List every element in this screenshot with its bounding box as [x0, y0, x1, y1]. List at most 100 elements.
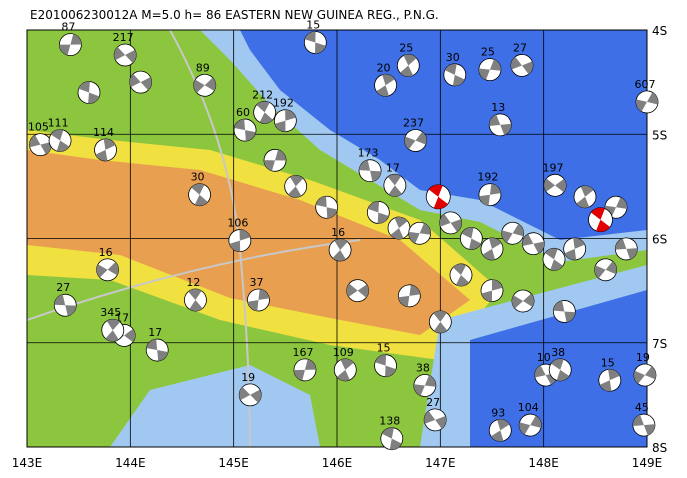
depth-label: 27: [426, 396, 440, 409]
ball-quadrant: [194, 194, 208, 206]
depth-label: 89: [196, 61, 210, 74]
ball-quadrant: [274, 120, 286, 132]
ball-quadrant: [478, 68, 490, 80]
ball-quadrant: [424, 411, 436, 424]
depth-label: 87: [61, 21, 75, 34]
ball-quadrant: [54, 294, 66, 306]
ball-quadrant: [234, 119, 246, 131]
ball-quadrant: [533, 241, 545, 254]
ball-quadrant: [359, 159, 371, 171]
focal-mechanism: [404, 129, 427, 152]
focal-mechanism: [449, 263, 473, 287]
ball-quadrant: [385, 365, 397, 377]
x-tick-label: 144E: [115, 456, 146, 470]
focal-mechanism: [366, 201, 390, 224]
focal-mechanism: [328, 238, 352, 262]
ball-quadrant: [573, 237, 585, 249]
focal-mechanism: [228, 229, 252, 252]
ball-quadrant: [193, 79, 205, 93]
ball-quadrant: [229, 240, 241, 252]
ball-quadrant: [29, 135, 41, 148]
ball-quadrant: [189, 300, 203, 311]
ball-quadrant: [521, 61, 533, 75]
focal-mechanism: [633, 363, 657, 387]
depth-label: 30: [191, 171, 205, 184]
ball-quadrant: [146, 339, 158, 351]
focal-mechanism: [96, 258, 119, 282]
focal-mechanism: [478, 58, 502, 82]
depth-label: 37: [249, 276, 263, 289]
focal-mechanism: [635, 90, 659, 114]
ball-quadrant: [204, 77, 216, 91]
focal-mechanism: [284, 174, 308, 198]
ball-quadrant: [70, 33, 82, 45]
y-tick-label: 8S: [652, 441, 667, 455]
ball-quadrant: [247, 300, 259, 311]
ball-quadrant: [523, 293, 534, 307]
ball-quadrant: [455, 274, 470, 286]
ball-quadrant: [469, 238, 482, 250]
ball-quadrant: [157, 350, 169, 361]
x-tick-label: 145E: [218, 456, 249, 470]
ball-quadrant: [367, 201, 380, 213]
depth-label: 607: [635, 78, 656, 91]
focal-mechanism: [518, 413, 542, 437]
ball-quadrant: [512, 223, 524, 237]
ball-quadrant: [105, 330, 119, 342]
depth-label: 15: [601, 356, 615, 369]
ball-quadrant: [594, 265, 606, 279]
depth-label: 16: [331, 226, 345, 239]
depth-label: 237: [403, 117, 424, 130]
focal-mechanism: [374, 354, 397, 378]
focal-mechanism: [488, 113, 512, 137]
ball-quadrant: [245, 130, 256, 142]
ball-quadrant: [450, 219, 462, 232]
focal-mechanism: [253, 100, 277, 124]
focal-mechanism: [333, 358, 357, 382]
x-tick-label: 146E: [322, 456, 353, 470]
ball-quadrant: [129, 73, 141, 88]
ball-quadrant: [481, 290, 492, 302]
ball-quadrant: [605, 261, 617, 275]
ball-quadrant: [599, 380, 612, 392]
ball-quadrant: [461, 227, 474, 239]
depth-label: 217: [113, 31, 134, 44]
depth-label: 20: [377, 61, 391, 74]
ball-quadrant: [304, 359, 316, 370]
depth-label: 212: [252, 88, 273, 101]
ball-quadrant: [534, 365, 546, 378]
depth-label: 192: [477, 171, 498, 184]
ball-quadrant: [340, 358, 354, 370]
ball-quadrant: [65, 305, 77, 316]
depth-label: 109: [333, 346, 354, 359]
focal-mechanism: [346, 279, 370, 303]
focal-mechanism: [478, 183, 502, 207]
ball-quadrant: [78, 81, 90, 93]
ball-quadrant: [510, 56, 522, 70]
depth-label: 25: [481, 46, 495, 59]
ball-quadrant: [88, 92, 100, 104]
ball-quadrant: [500, 123, 512, 136]
ball-quadrant: [370, 170, 382, 182]
ball-quadrant: [250, 389, 262, 403]
focal-mechanism: [501, 221, 525, 245]
ball-quadrant: [264, 160, 275, 171]
ball-quadrant: [633, 370, 645, 384]
focal-mechanism: [396, 54, 420, 77]
ball-quadrant: [556, 369, 570, 381]
focal-mechanism: [387, 216, 411, 240]
ball-quadrant: [285, 109, 296, 121]
ball-quadrant: [519, 422, 531, 435]
ball-quadrant: [106, 319, 121, 331]
ball-quadrant: [433, 321, 448, 333]
depth-label: 27: [513, 41, 527, 54]
focal-mechanism: [552, 300, 576, 323]
main-event: [588, 207, 613, 233]
ball-quadrant: [522, 233, 534, 246]
depth-label: 106: [227, 217, 248, 230]
ball-quadrant: [489, 237, 502, 249]
ball-quadrant: [482, 248, 495, 260]
ball-quadrant: [326, 207, 338, 219]
ball-quadrant: [390, 228, 404, 240]
ball-quadrant: [50, 129, 64, 141]
